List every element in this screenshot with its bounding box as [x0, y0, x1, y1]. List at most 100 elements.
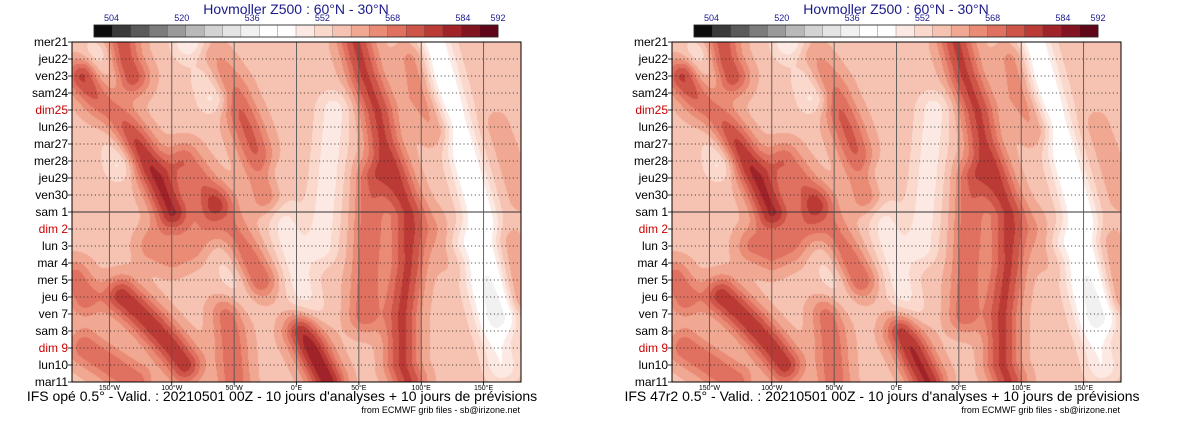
x-lon-label: 100°E — [412, 384, 431, 392]
colorbar-swatch — [148, 24, 168, 38]
colorbar-swatch — [1042, 24, 1062, 38]
colorbar-tick-label: 536 — [245, 13, 260, 23]
colorbar-swatch — [277, 24, 297, 38]
y-day-label: jeu 6 — [41, 290, 68, 304]
colorbar-swatch — [204, 24, 223, 38]
colorbar-swatch — [93, 24, 113, 38]
hovmoller-panel-ifs-47r2: Hovmoller Z500 : 60°N - 30°N 504 520 536 552… — [600, 0, 1200, 424]
y-day-label: mar 4 — [637, 256, 668, 270]
y-day-label: mer28 — [34, 154, 68, 168]
colorbar-swatch — [1079, 24, 1099, 38]
y-day-label: jeu22 — [638, 52, 669, 66]
colorbar-swatch — [240, 24, 260, 38]
y-day-label: ven 7 — [39, 307, 69, 321]
colorbar-swatch — [424, 24, 444, 38]
y-day-label: sam24 — [32, 86, 68, 100]
chart-credit: from ECMWF grib files - sb@irizone.net — [961, 405, 1120, 415]
colorbar-swatch — [112, 24, 132, 38]
colorbar-tick-label: 584 — [1055, 13, 1070, 23]
colorbar-swatch — [369, 24, 389, 38]
colorbar-swatch — [822, 24, 842, 38]
x-lon-label: 150°W — [699, 384, 720, 392]
colorbar-swatch — [804, 24, 823, 38]
colorbar-swatch — [712, 24, 732, 38]
y-day-label: dim 9 — [639, 341, 669, 355]
colorbar-swatch — [295, 24, 315, 38]
colorbar-swatch — [185, 24, 205, 38]
y-day-label: lun26 — [639, 120, 669, 134]
x-lon-label: 100°E — [1012, 384, 1031, 392]
y-day-label: mer21 — [634, 35, 668, 49]
colorbar-swatch — [693, 24, 713, 38]
colorbar-tick-label: 504 — [704, 13, 719, 23]
colorbar-swatch — [442, 24, 462, 38]
colorbar-tick-label: 552 — [315, 13, 330, 23]
colorbar-tick-label: 520 — [774, 13, 789, 23]
y-day-label: lun 3 — [42, 239, 68, 253]
y-day-label: dim 9 — [39, 341, 69, 355]
y-day-label: mar11 — [35, 375, 68, 389]
y-day-label: ven30 — [635, 188, 668, 202]
x-lon-label: 50°W — [226, 384, 244, 392]
colorbar-swatch — [932, 24, 952, 38]
y-day-label: mer21 — [34, 35, 68, 49]
colorbar-swatch — [877, 24, 897, 38]
y-day-label: lun10 — [39, 358, 69, 372]
x-lon-label: 0°E — [291, 384, 303, 392]
y-day-label: sam 1 — [635, 205, 668, 219]
colorbar-swatch — [406, 24, 425, 38]
colorbar-tick-label: 552 — [915, 13, 930, 23]
colorbar-swatch — [1006, 24, 1025, 38]
y-day-label: jeu 6 — [641, 290, 668, 304]
y-day-label: lun26 — [39, 120, 69, 134]
colorbar-tick-label: 568 — [385, 13, 400, 23]
colorbar-swatch — [130, 24, 150, 38]
x-lon-label: 50°E — [351, 384, 367, 392]
colorbar-frame — [693, 24, 1099, 38]
chart-credit: from ECMWF grib files - sb@irizone.net — [361, 405, 520, 415]
colorbar-tick-label: 568 — [985, 13, 1000, 23]
colorbar-swatch — [479, 24, 499, 38]
colorbar-swatch — [767, 24, 787, 38]
colorbar-swatch — [730, 24, 750, 38]
y-day-label: mer 5 — [37, 273, 68, 287]
colorbar-swatch — [895, 24, 915, 38]
y-day-label: ven23 — [35, 69, 68, 83]
x-lon-label: 50°E — [951, 384, 967, 392]
y-day-label: ven 7 — [639, 307, 669, 321]
hovmoller-panel-ifs-ope: Hovmoller Z500 : 60°N - 30°N 504 520 536 552… — [27, 1, 537, 415]
colorbar-swatch — [350, 24, 370, 38]
colorbar-tick-label: 592 — [490, 13, 505, 23]
colorbar-swatch — [748, 24, 768, 38]
y-day-label: jeu29 — [38, 171, 69, 185]
y-day-label: mer28 — [634, 154, 668, 168]
hovmoller-chart: Hovmoller Z500 : 60°N - 30°N 504 520 536 552… — [624, 1, 1139, 415]
y-day-label: sam24 — [632, 86, 668, 100]
y-day-label: dim25 — [635, 103, 668, 117]
x-lon-label: 150°W — [99, 384, 120, 392]
y-day-label: sam 1 — [35, 205, 68, 219]
y-day-label: sam 8 — [635, 324, 668, 338]
chart-footer: IFS opé 0.5° - Valid. : 20210501 00Z - 1… — [27, 388, 537, 404]
x-lon-label: 150°E — [474, 384, 493, 392]
colorbar-swatch — [840, 24, 860, 38]
x-lon-label: 100°W — [161, 384, 182, 392]
colorbar-swatch — [969, 24, 989, 38]
x-lon-label: 100°W — [761, 384, 782, 392]
y-day-label: dim25 — [35, 103, 68, 117]
y-day-label: lun 3 — [642, 239, 668, 253]
colorbar-tick-label: 536 — [845, 13, 860, 23]
colorbar-swatch — [1024, 24, 1044, 38]
chart-title: Hovmoller Z500 : 60°N - 30°N — [203, 1, 389, 17]
colorbar-swatch — [332, 24, 352, 38]
colorbar-swatch — [314, 24, 334, 38]
colorbar-swatch — [785, 24, 805, 38]
colorbar-tick-label: 592 — [1090, 13, 1105, 23]
y-day-label: dim 2 — [639, 222, 669, 236]
y-day-label: mar27 — [34, 137, 68, 151]
y-day-label: mar 4 — [37, 256, 68, 270]
colorbar-swatch — [914, 24, 934, 38]
y-day-label: jeu29 — [638, 171, 669, 185]
colorbar-frame — [93, 24, 499, 38]
chart-footer: IFS 47r2 0.5° - Valid. : 20210501 00Z - … — [624, 388, 1139, 404]
